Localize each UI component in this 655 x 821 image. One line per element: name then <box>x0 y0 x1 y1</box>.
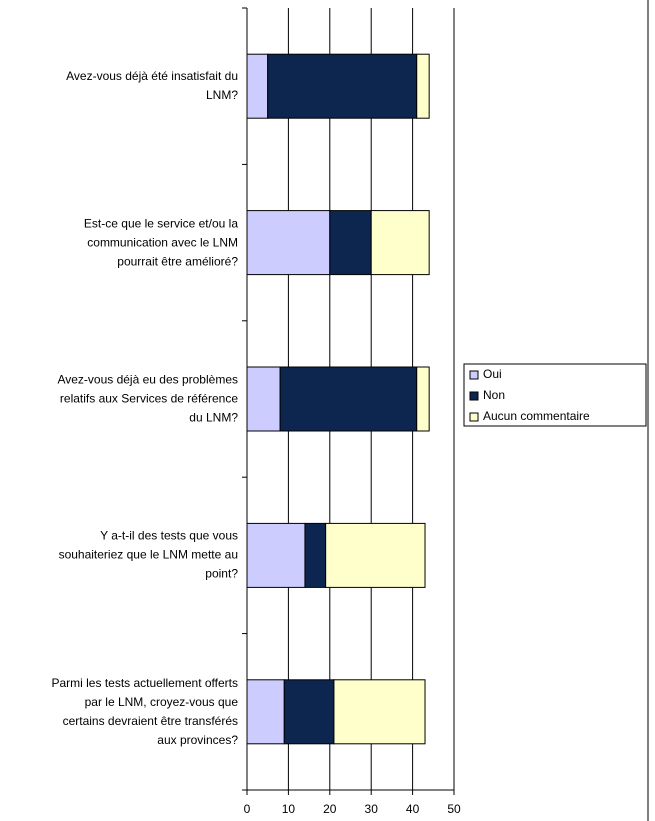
bar-segment <box>283 679 335 745</box>
legend-box <box>463 363 647 427</box>
bar-segment <box>416 53 430 119</box>
category-label: Avez-vous déjà été insatisfait du LNM? <box>66 69 238 103</box>
bar-segment <box>279 366 418 432</box>
x-tick-label: 20 <box>323 802 337 816</box>
legend-swatch <box>469 412 479 422</box>
x-tick-label: 0 <box>244 802 251 816</box>
legend-label: Aucun commentaire <box>483 409 590 423</box>
legend-label: Oui <box>483 367 502 381</box>
bar-segment <box>325 522 426 588</box>
category-label: Est-ce que le service et/ou la communica… <box>83 216 238 269</box>
bar-segment <box>370 210 430 276</box>
bar-segment <box>246 522 306 588</box>
legend-swatch <box>469 370 479 380</box>
x-tick-label: 50 <box>447 802 461 816</box>
bar-segment <box>246 210 331 276</box>
x-tick-label: 40 <box>406 802 420 816</box>
legend-label: Non <box>483 388 505 402</box>
bar-segment <box>416 366 430 432</box>
category-label: Parmi les tests actuellement offerts par… <box>51 675 238 747</box>
bar-segment <box>304 522 327 588</box>
category-label: Avez-vous déjà eu des problèmes relatifs… <box>57 372 238 425</box>
bar-segment <box>246 366 281 432</box>
bar-segment <box>246 53 269 119</box>
bar-segment <box>246 679 285 745</box>
bar-segment <box>333 679 426 745</box>
bar-segment <box>267 53 418 119</box>
bar-segment <box>329 210 372 276</box>
x-tick-label: 30 <box>365 802 379 816</box>
category-label: Y a-t-il des tests que vous souhaiteriez… <box>58 528 238 581</box>
x-tick-label: 10 <box>282 802 296 816</box>
legend-swatch <box>469 391 479 401</box>
